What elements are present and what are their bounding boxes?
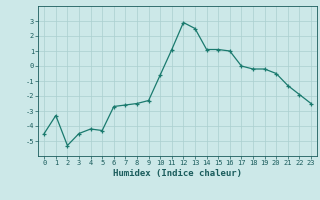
X-axis label: Humidex (Indice chaleur): Humidex (Indice chaleur) bbox=[113, 169, 242, 178]
